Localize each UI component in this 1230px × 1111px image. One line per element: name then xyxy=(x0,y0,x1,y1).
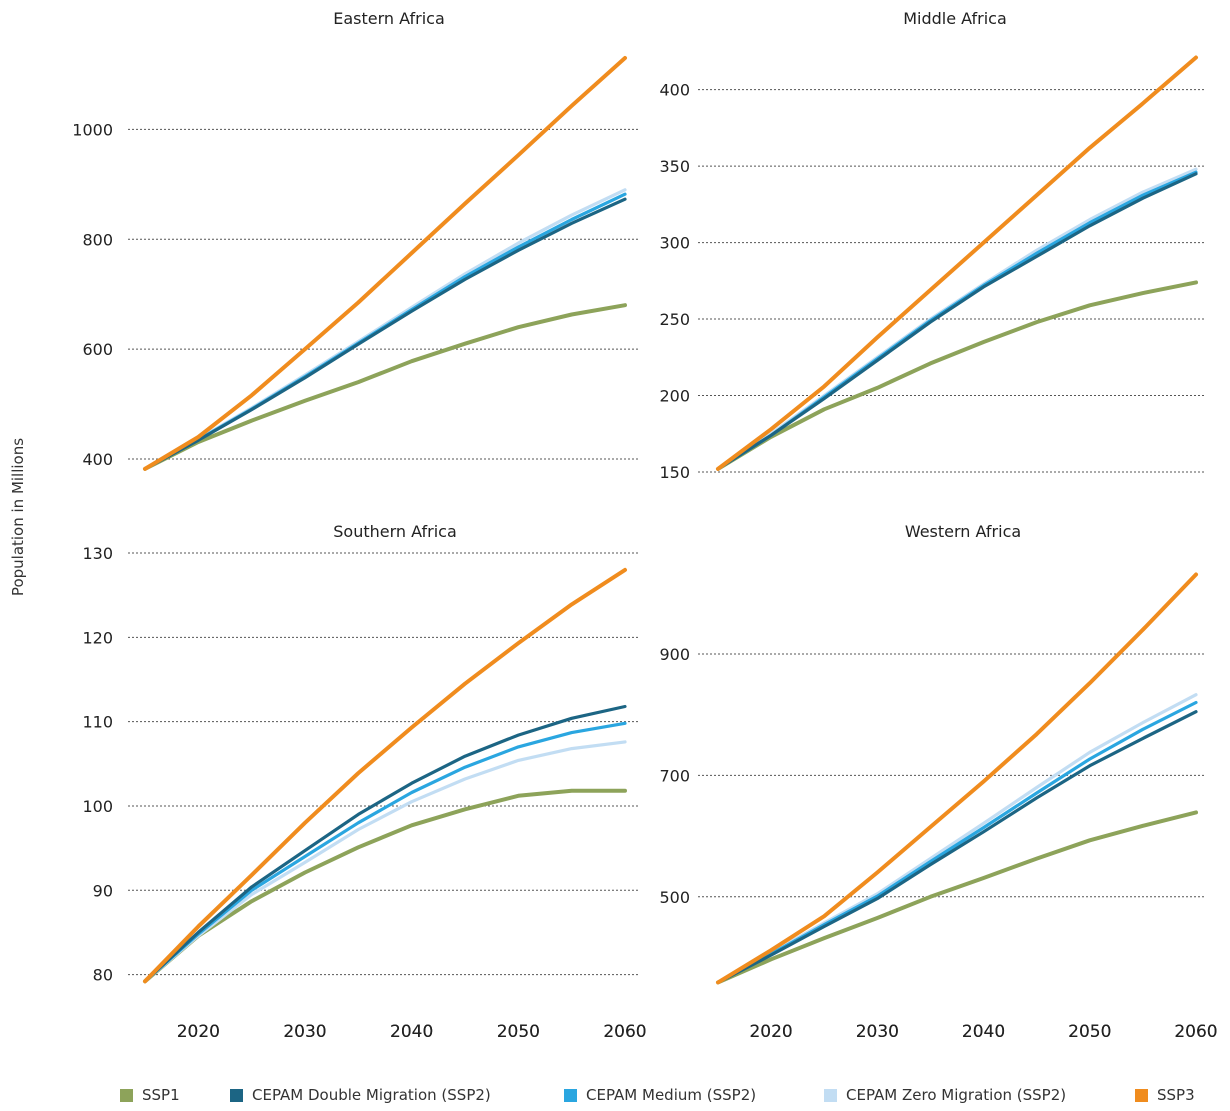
x-tick-label: 2040 xyxy=(962,1022,1005,1042)
panel-3: Western Africa 500 700 900 2020 2030 2040 2050 2… xyxy=(659,522,1217,1042)
x-tick-label: 2060 xyxy=(603,1022,646,1042)
legend-label-zero-migration: CEPAM Zero Migration (SSP2) xyxy=(846,1086,1067,1104)
series-line-ssp3 xyxy=(143,567,627,984)
panel-title: Southern Africa xyxy=(333,522,457,541)
legend: SSP1 CEPAM Double Migration (SSP2) CEPAM… xyxy=(0,1086,1230,1106)
y-tick-label: 800 xyxy=(82,230,113,249)
y-tick-label: 350 xyxy=(659,157,690,176)
panel-title: Middle Africa xyxy=(903,9,1007,28)
series-line-cepam-double-migration-ssp2 xyxy=(143,197,627,471)
y-axis-label-text: Population in Millions xyxy=(9,437,27,597)
x-tick-label: 2040 xyxy=(390,1022,433,1042)
series-line-cepam-medium-ssp2 xyxy=(716,170,1198,471)
legend-swatch-zero-migration xyxy=(824,1088,837,1102)
y-tick-label: 110 xyxy=(82,713,113,732)
x-tick-label: 2040 xyxy=(390,1022,433,1042)
y-tick-label: 400 xyxy=(82,450,113,469)
x-tick-label: 2050 xyxy=(497,1022,540,1042)
x-tick-label: 2030 xyxy=(856,1022,899,1042)
series-line-ssp1 xyxy=(143,788,627,984)
legend-label-double-migration: CEPAM Double Migration (SSP2) xyxy=(252,1086,491,1104)
legend-swatch-ssp1 xyxy=(120,1088,133,1102)
legend-swatch-double-migration xyxy=(230,1088,243,1102)
y-tick-label: 200 xyxy=(659,387,690,406)
x-tick-label: 2020 xyxy=(177,1022,220,1042)
legend-item-double-migration: CEPAM Double Migration (SSP2) xyxy=(230,1086,491,1104)
y-tick-label: 250 xyxy=(659,310,690,329)
legend-item-ssp1: SSP1 xyxy=(120,1086,180,1104)
x-tick-label: 2060 xyxy=(1174,1022,1217,1042)
x-tick-label: 2030 xyxy=(283,1022,326,1042)
y-tick-label: 300 xyxy=(659,234,690,253)
series-line-cepam-zero-migration-ssp2 xyxy=(143,740,627,983)
legend-item-medium: CEPAM Medium (SSP2) xyxy=(564,1086,756,1104)
y-tick-label: 900 xyxy=(659,645,690,664)
y-tick-label: 600 xyxy=(82,340,113,359)
x-tick-label: 2020 xyxy=(749,1022,792,1042)
y-tick-label: 90 xyxy=(93,881,113,900)
legend-label-medium: CEPAM Medium (SSP2) xyxy=(586,1086,757,1104)
panel-1: Middle Africa 150 200 250 300 350 400 2020 2030 2… xyxy=(659,9,1217,1042)
series-line-ssp1 xyxy=(716,280,1198,471)
x-tick-label: 2050 xyxy=(497,1022,540,1042)
x-tick-label: 2050 xyxy=(1068,1022,1111,1042)
x-tick-label: 2050 xyxy=(1068,1022,1111,1042)
x-tick-label: 2020 xyxy=(177,1022,220,1042)
x-tick-label: 2020 xyxy=(749,1022,792,1042)
panel-title: Eastern Africa xyxy=(333,9,445,28)
panel-2: Southern Africa 80 90 100 110 120 130 2020 2030 2… xyxy=(82,522,646,1042)
series-line-cepam-medium-ssp2 xyxy=(143,192,627,471)
legend-swatch-medium xyxy=(564,1088,577,1102)
legend-item-ssp3: SSP3 xyxy=(1135,1086,1195,1104)
y-tick-label: 700 xyxy=(659,766,690,785)
legend-swatch-ssp3 xyxy=(1135,1088,1148,1102)
y-tick-label: 400 xyxy=(659,81,690,100)
x-tick-label: 2060 xyxy=(603,1022,646,1042)
y-tick-label: 150 xyxy=(659,463,690,482)
series-line-ssp1 xyxy=(143,303,627,471)
x-tick-label: 2030 xyxy=(856,1022,899,1042)
series-line-ssp1 xyxy=(716,810,1198,985)
series-line-cepam-medium-ssp2 xyxy=(143,721,627,983)
y-tick-label: 100 xyxy=(82,797,113,816)
legend-item-zero-migration: CEPAM Zero Migration (SSP2) xyxy=(824,1086,1066,1104)
legend-label-ssp3: SSP3 xyxy=(1157,1086,1195,1104)
legend-label-ssp1: SSP1 xyxy=(142,1086,180,1104)
series-line-ssp3 xyxy=(716,55,1198,471)
x-tick-label: 2040 xyxy=(962,1022,1005,1042)
series-line-cepam-double-migration-ssp2 xyxy=(716,710,1198,985)
y-tick-label: 80 xyxy=(93,966,113,985)
panel-title: Western Africa xyxy=(905,522,1021,541)
panel-0: Eastern Africa 400 600 800 1000 2020 2030 2040 2… xyxy=(72,9,646,1042)
series-line-cepam-double-migration-ssp2 xyxy=(716,172,1198,471)
series-line-cepam-double-migration-ssp2 xyxy=(143,704,627,983)
y-tick-label: 1000 xyxy=(72,120,113,139)
series-line-ssp3 xyxy=(716,572,1198,985)
y-tick-label: 130 xyxy=(82,544,113,563)
y-tick-label: 120 xyxy=(82,628,113,647)
y-tick-label: 500 xyxy=(659,888,690,907)
series-line-ssp3 xyxy=(143,56,627,471)
x-tick-label: 2030 xyxy=(283,1022,326,1042)
x-tick-label: 2060 xyxy=(1174,1022,1217,1042)
